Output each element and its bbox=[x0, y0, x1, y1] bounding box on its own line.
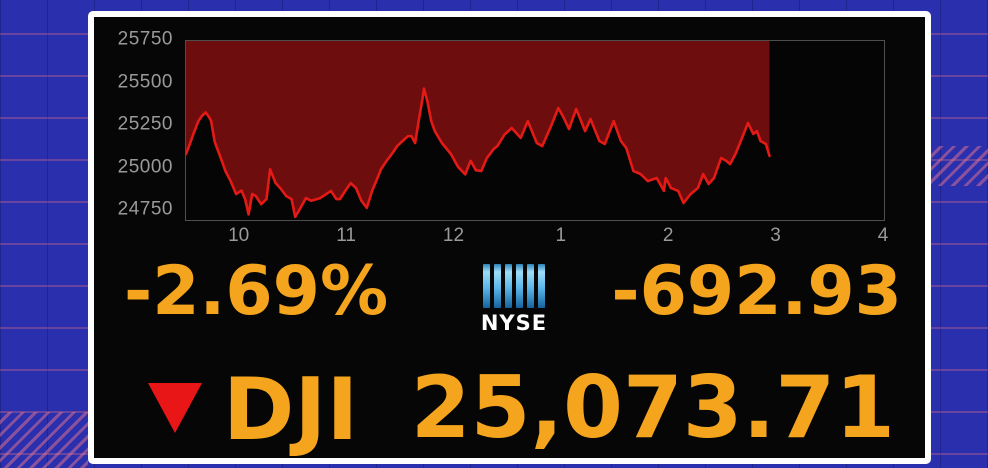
market-ticker-panel: 25750 25500 25250 25000 24750 10 11 12 1 2 3 4 -2.… bbox=[88, 11, 931, 464]
chart-area-fill bbox=[186, 41, 770, 217]
chart-price-line bbox=[186, 87, 771, 219]
nyse-logo-bars-icon bbox=[478, 264, 550, 308]
x-tick-label: 2 bbox=[662, 225, 674, 246]
y-tick-label: 25000 bbox=[117, 156, 173, 178]
x-tick-label: 11 bbox=[336, 225, 356, 246]
nyse-bar bbox=[516, 264, 523, 308]
nyse-bar bbox=[494, 264, 501, 308]
market-ticker-panel-inner: 25750 25500 25250 25000 24750 10 11 12 1 2 3 4 -2.… bbox=[94, 17, 925, 458]
x-axis: 10 11 12 1 2 3 4 bbox=[185, 225, 888, 251]
background-hatch-pattern-right bbox=[931, 146, 988, 186]
points-change: -692.93 bbox=[611, 252, 902, 331]
ticker-symbol: DJI bbox=[223, 360, 359, 460]
x-tick-label: 1 bbox=[555, 225, 567, 246]
background-hatch-pattern-left bbox=[0, 412, 88, 468]
y-axis: 25750 25500 25250 25000 24750 bbox=[94, 29, 179, 220]
nyse-bar bbox=[527, 264, 534, 308]
nyse-bar bbox=[505, 264, 512, 308]
nyse-bar bbox=[538, 264, 545, 308]
x-tick-label: 4 bbox=[877, 225, 889, 246]
down-triangle-icon bbox=[148, 383, 202, 433]
y-tick-label: 24750 bbox=[117, 198, 173, 220]
x-tick-label: 10 bbox=[228, 225, 250, 246]
x-tick-label: 12 bbox=[442, 225, 465, 246]
price-chart-svg bbox=[186, 41, 771, 219]
y-tick-label: 25500 bbox=[117, 71, 173, 93]
nyse-logo: NYSE bbox=[478, 264, 550, 335]
y-tick-label: 25250 bbox=[117, 113, 173, 135]
chart-plot-area bbox=[185, 40, 885, 221]
nyse-logo-text: NYSE bbox=[480, 311, 548, 335]
percent-change: -2.69% bbox=[124, 252, 389, 331]
x-tick-label: 3 bbox=[770, 225, 781, 246]
last-price: 25,073.71 bbox=[410, 358, 895, 458]
y-tick-label: 25750 bbox=[117, 28, 173, 50]
nyse-bar bbox=[483, 264, 490, 308]
